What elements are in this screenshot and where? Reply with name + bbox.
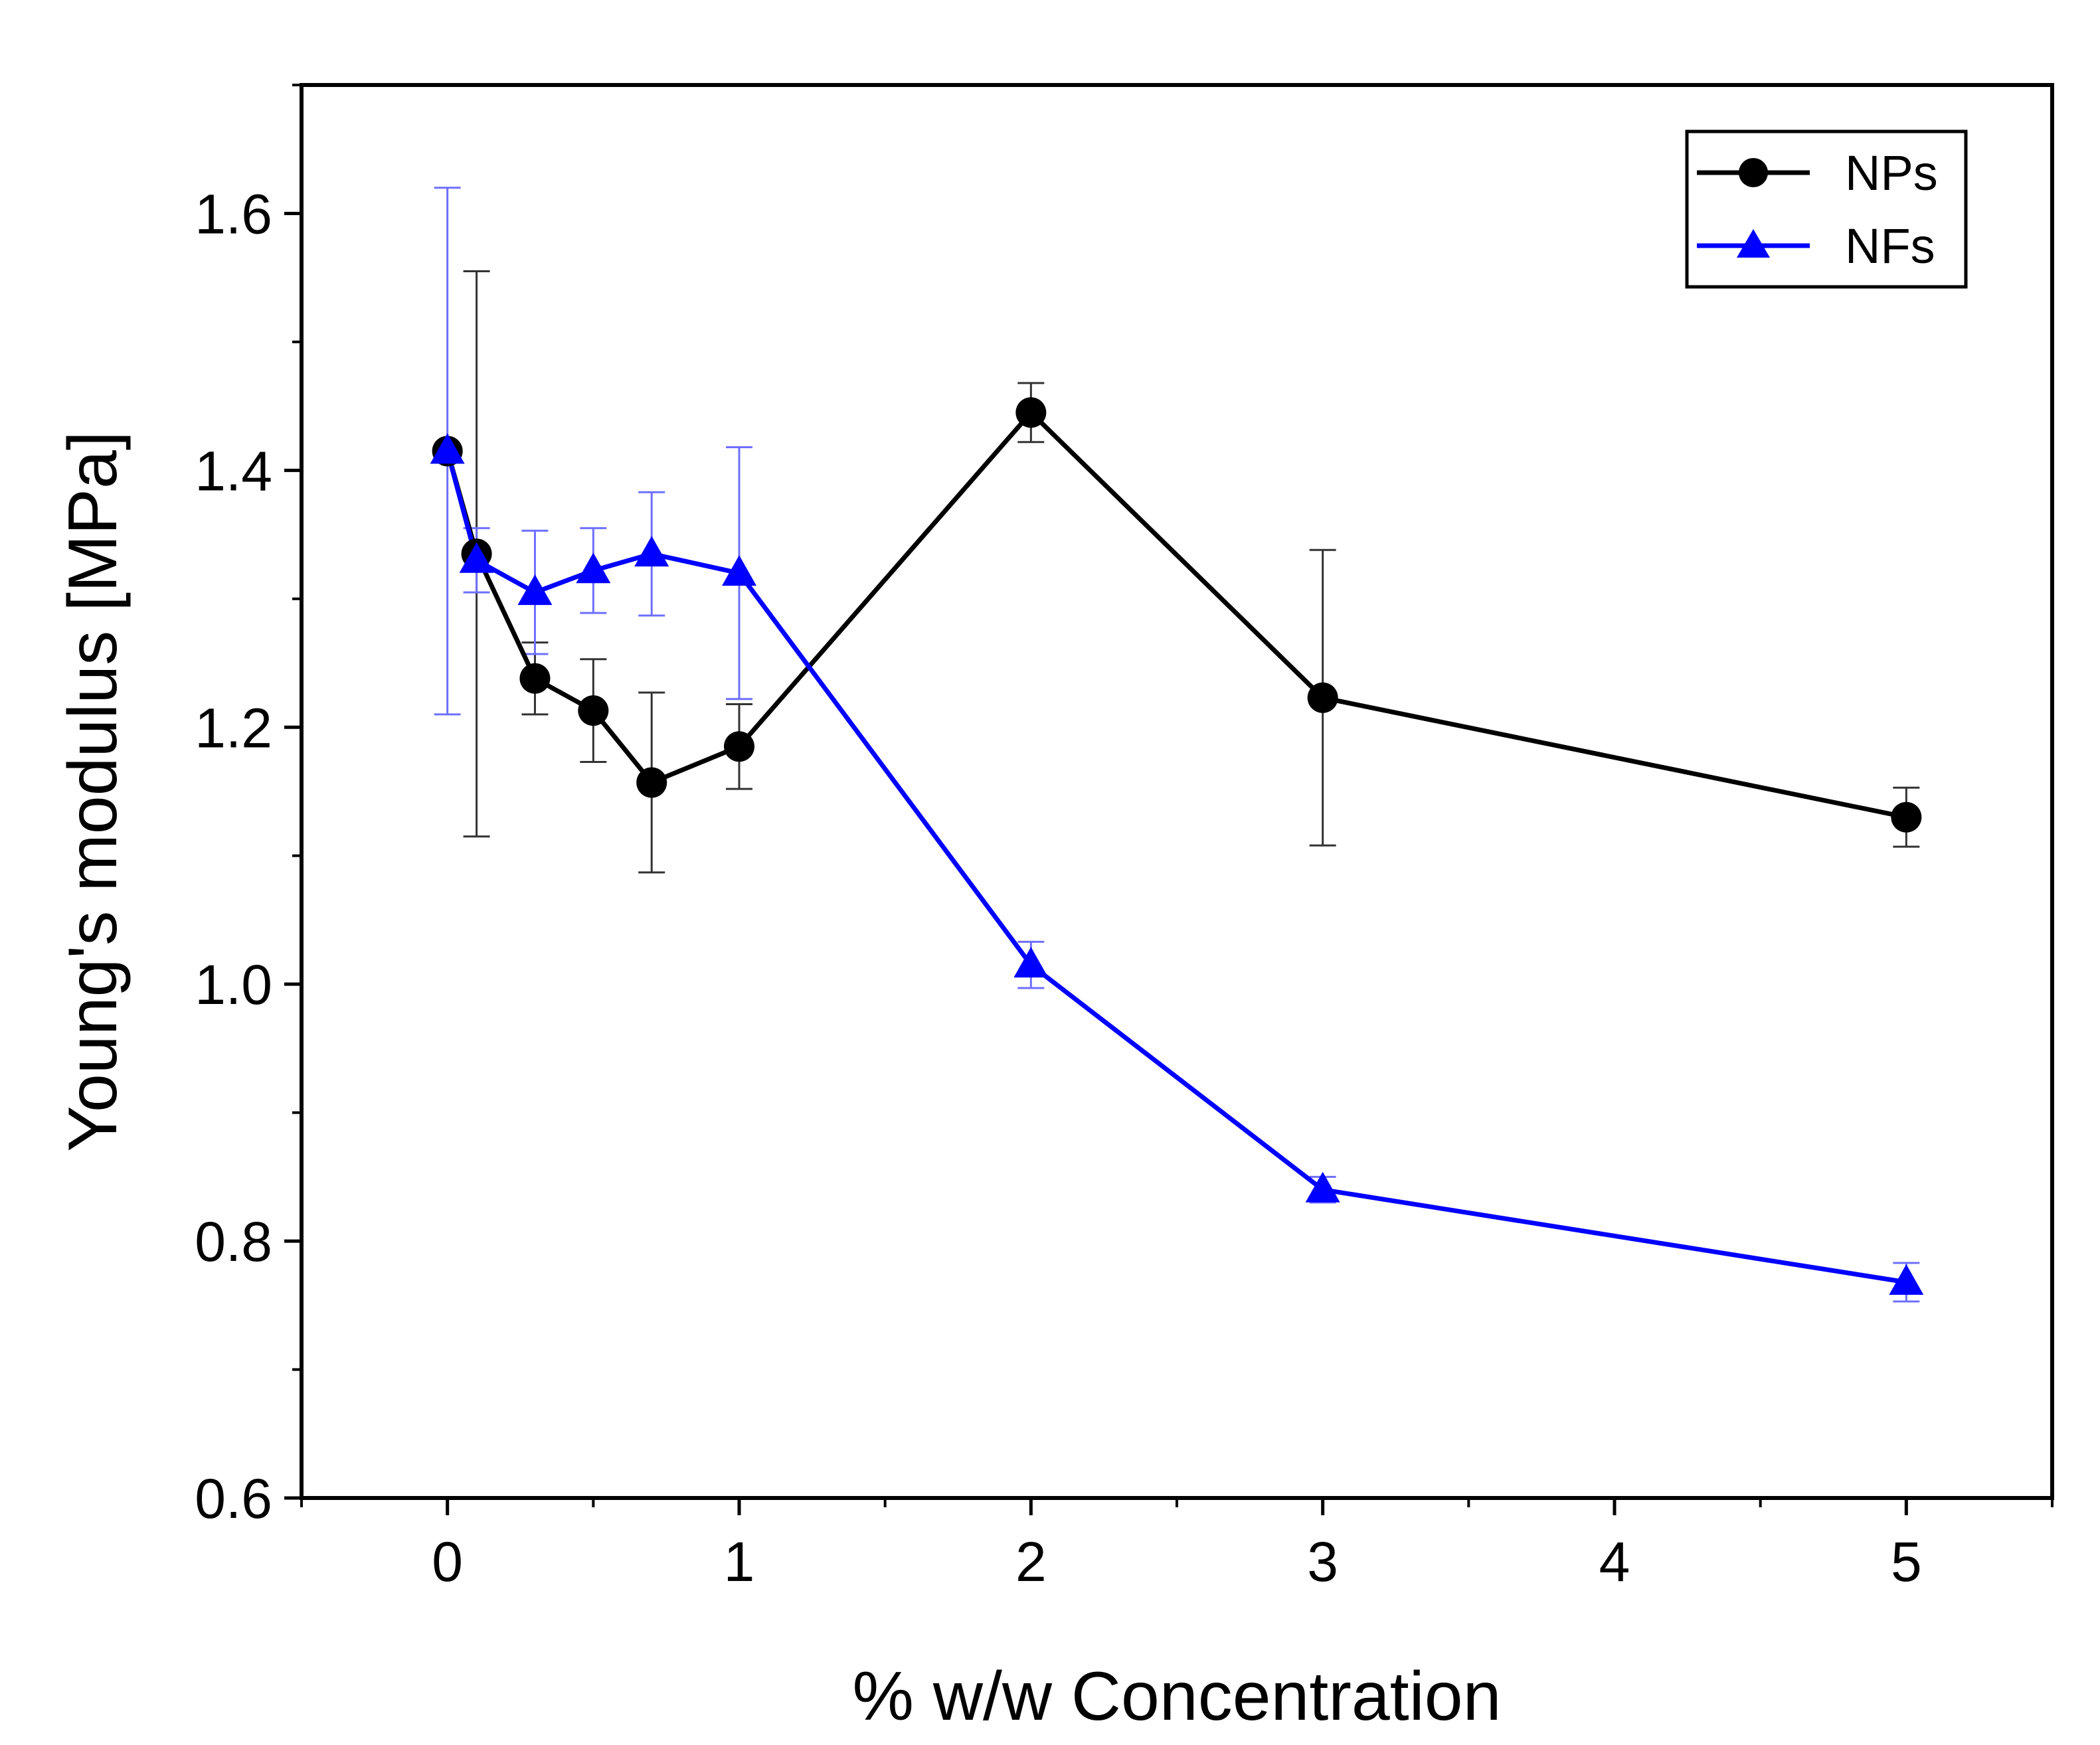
data-point-nfs [517,574,553,606]
y-tick-label: 1.4 [195,440,272,502]
y-axis-title: Young's modulus [MPa] [54,431,131,1152]
legend-marker-nfs [1737,229,1770,258]
x-tick-label: 1 [724,1531,755,1593]
data-point-nps [519,663,551,694]
y-tick-label: 1.2 [195,697,272,759]
legend-label-nps: NPs [1845,145,1938,201]
legend-label-nfs: NFs [1845,218,1935,274]
data-point-nfs [1305,1171,1340,1203]
y-tick-label: 1.0 [195,954,272,1016]
y-tick-label: 0.6 [195,1467,272,1530]
legend: NPs NFs [1685,129,1968,289]
x-axis-ticks: 0 1 2 3 4 5 [300,1498,2054,1593]
y-axis-ticks: 0.6 0.8 1.0 1.2 1.4 1.6 [195,84,302,1530]
x-axis-title: % w/w Concentration [853,1658,1502,1735]
series-markers [430,397,1924,1295]
x-tick-label: 5 [1891,1531,1922,1593]
legend-box [1685,129,1968,289]
data-point-nps [578,695,609,726]
x-tick-label: 4 [1599,1531,1630,1593]
legend-marker-nps [1739,158,1768,187]
y-tick-label: 0.8 [195,1210,272,1273]
data-point-nfs [459,542,494,573]
x-tick-label: 2 [1015,1531,1047,1593]
data-point-nfs [1889,1264,1924,1295]
data-point-nfs [1013,947,1049,978]
data-point-nps [1015,397,1047,428]
data-point-nfs [722,555,756,586]
y-tick-label: 1.6 [195,183,272,245]
data-point-nfs [576,552,611,584]
data-point-nps [1891,801,1922,833]
data-point-nps [636,767,667,798]
data-point-nps [1307,682,1338,713]
data-point-nfs [430,433,465,464]
x-tick-label: 0 [432,1531,463,1593]
x-tick-label: 3 [1307,1531,1338,1593]
data-point-nfs [634,536,669,567]
data-point-nps [724,731,754,762]
